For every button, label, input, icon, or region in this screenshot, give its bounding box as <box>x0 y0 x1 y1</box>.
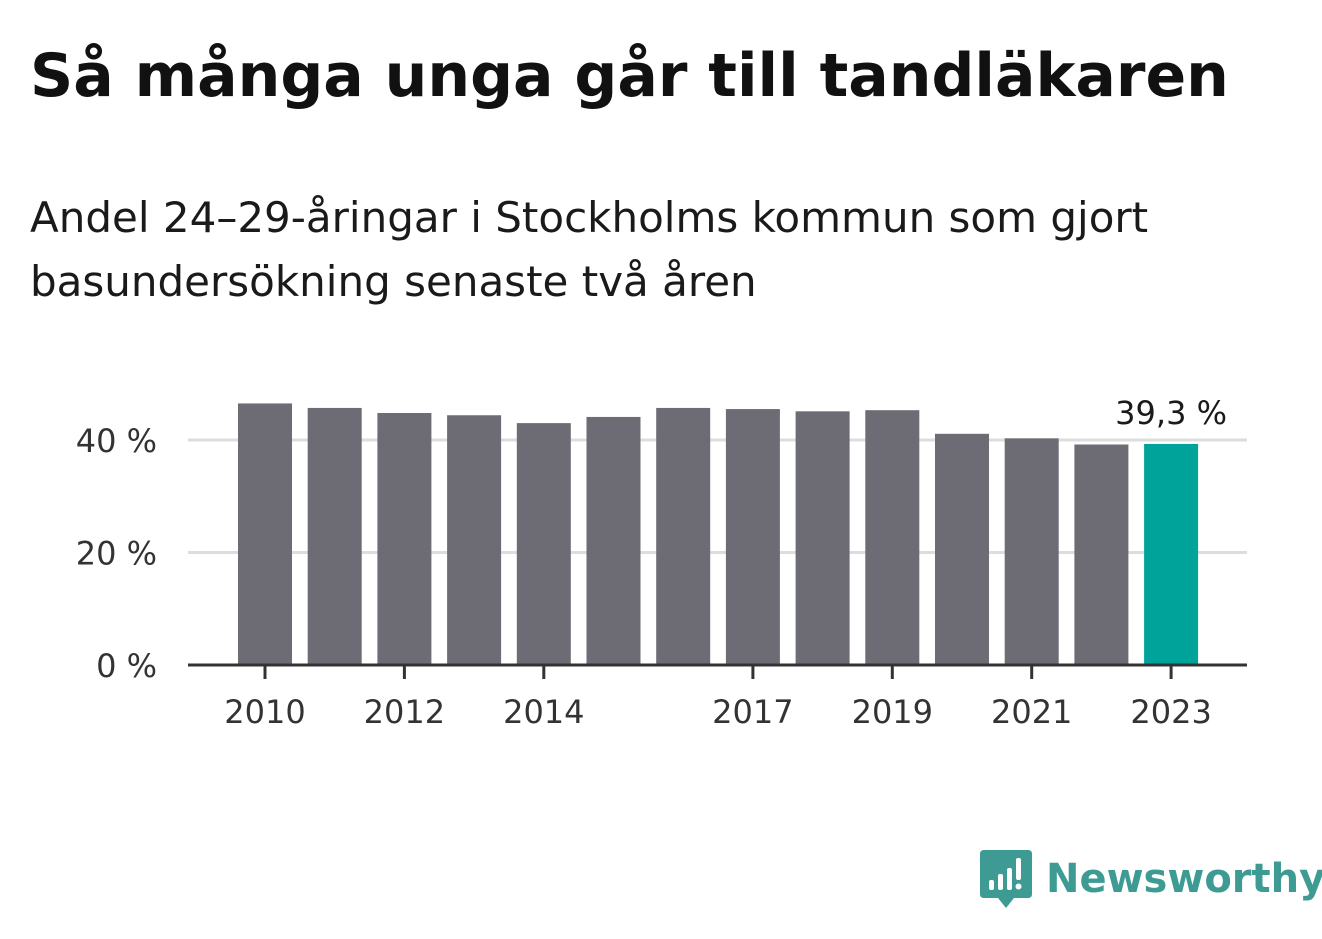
x-tick-label: 2021 <box>991 693 1072 731</box>
bar <box>795 411 850 665</box>
bar <box>725 409 780 665</box>
bar <box>516 423 571 665</box>
bar <box>935 433 989 665</box>
bar <box>1074 444 1129 665</box>
x-tick-label: 2017 <box>712 693 793 731</box>
bar <box>238 403 292 665</box>
chart-subtitle: Andel 24–29-åringar i Stockholms kommun … <box>30 193 1149 306</box>
y-tick-label: 40 % <box>76 422 157 460</box>
bar <box>377 413 432 665</box>
y-tick-label: 0 % <box>96 647 157 685</box>
x-tick-label: 2012 <box>364 693 445 731</box>
brand-name: Newsworthy <box>1046 856 1322 902</box>
x-tick-label: 2010 <box>224 693 305 731</box>
y-tick-label: 20 % <box>76 535 157 573</box>
bar <box>307 407 362 665</box>
newsworthy-logo-icon <box>980 850 1032 908</box>
highlight-bar <box>1144 443 1199 665</box>
x-tick-label: 2014 <box>503 693 584 731</box>
x-tick-label: 2023 <box>1130 693 1211 731</box>
brand-logo: Newsworthy <box>980 848 1322 910</box>
bar <box>656 407 711 665</box>
bar <box>1004 438 1059 665</box>
bar <box>447 415 502 665</box>
data-label: 39,3 % <box>1115 394 1227 432</box>
chart-title: Så många unga går till tandläkaren <box>30 41 1229 111</box>
bar <box>865 410 920 665</box>
bar <box>586 416 641 665</box>
x-tick-label: 2019 <box>852 693 933 731</box>
bar-chart: 0 % 20 % 40 % 39,3 % 2010 2012 2014 2017 2019 202… <box>76 394 1247 731</box>
